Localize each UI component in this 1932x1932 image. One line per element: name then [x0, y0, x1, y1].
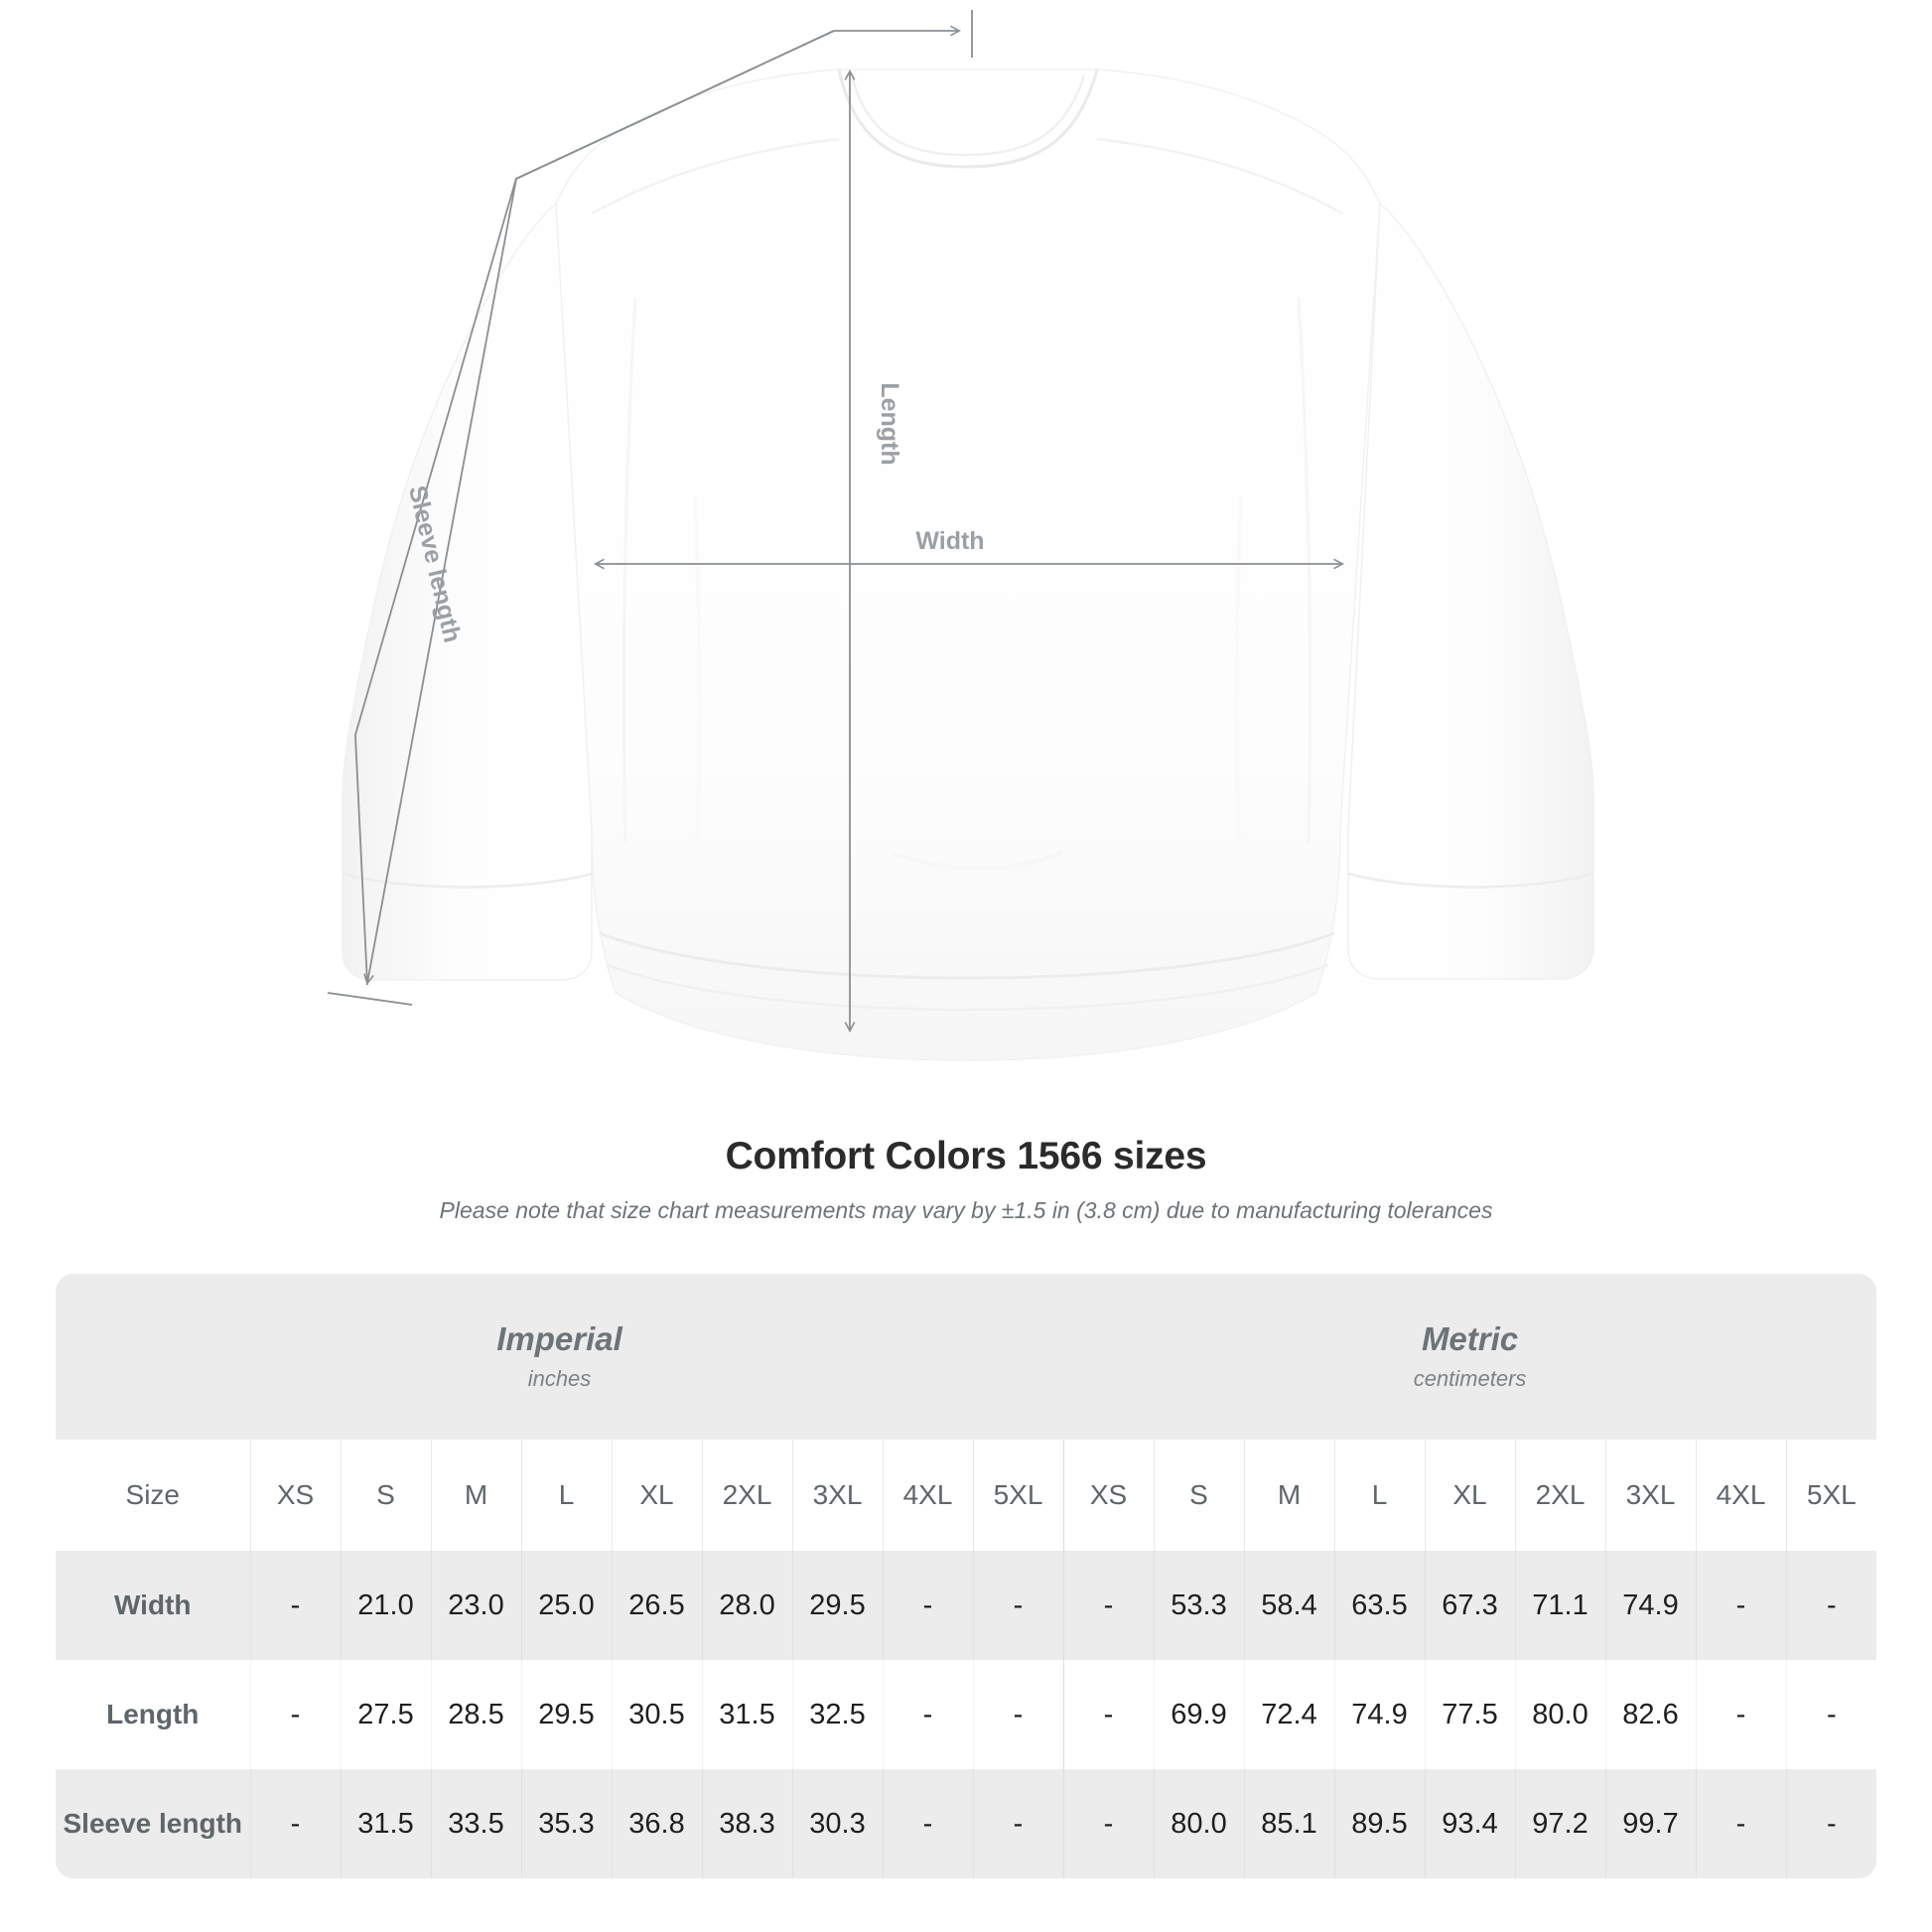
- size-header-metric-s: S: [1153, 1440, 1244, 1551]
- cell-width-imperial-s: 21.0: [340, 1551, 431, 1660]
- cell-width-metric-m: 58.4: [1243, 1551, 1334, 1660]
- row-label-sleeve-length: Sleeve length: [56, 1769, 250, 1878]
- width-label: Width: [915, 527, 984, 555]
- cell-sleeve-metric-3xl: 99.7: [1604, 1769, 1696, 1878]
- cell-length-imperial-2xl: 31.5: [701, 1660, 792, 1769]
- cell-width-metric-s: 53.3: [1153, 1551, 1244, 1660]
- size-header-metric-l: L: [1333, 1440, 1425, 1551]
- cell-width-metric-5xl: -: [1785, 1551, 1876, 1660]
- size-header-metric-2xl: 2XL: [1514, 1440, 1605, 1551]
- row-label-length: Length: [56, 1660, 250, 1769]
- cell-length-imperial-3xl: 32.5: [791, 1660, 883, 1769]
- unit-name-imperial: Imperial: [496, 1320, 622, 1358]
- cell-sleeve-metric-xs: -: [1062, 1769, 1154, 1878]
- sweatshirt-illustration: [342, 69, 1594, 1061]
- cell-width-imperial-xl: 26.5: [611, 1551, 702, 1660]
- cell-sleeve-imperial-l: 35.3: [520, 1769, 612, 1878]
- size-header-imperial-l: L: [520, 1440, 612, 1551]
- table-row: Length - 27.5 28.5 29.5 30.5 31.5 32.5 -…: [56, 1660, 1876, 1769]
- cell-sleeve-metric-m: 85.1: [1243, 1769, 1334, 1878]
- cell-sleeve-metric-s: 80.0: [1153, 1769, 1244, 1878]
- size-header-label: Size: [56, 1440, 250, 1551]
- cell-width-imperial-xs: -: [249, 1551, 341, 1660]
- cell-length-metric-5xl: -: [1785, 1660, 1876, 1769]
- cell-length-metric-l: 74.9: [1333, 1660, 1425, 1769]
- cell-width-imperial-5xl: -: [972, 1551, 1063, 1660]
- cell-length-imperial-m: 28.5: [430, 1660, 521, 1769]
- cell-length-metric-4xl: -: [1695, 1660, 1786, 1769]
- cell-sleeve-metric-l: 89.5: [1333, 1769, 1425, 1878]
- cell-sleeve-imperial-5xl: -: [972, 1769, 1063, 1878]
- cell-sleeve-metric-xl: 93.4: [1424, 1769, 1515, 1878]
- size-table-container: Imperial inches Metric centimeters Size …: [56, 1274, 1876, 1878]
- cell-length-metric-2xl: 80.0: [1514, 1660, 1605, 1769]
- size-header-imperial-3xl: 3XL: [791, 1440, 883, 1551]
- cell-width-metric-xs: -: [1062, 1551, 1154, 1660]
- cell-sleeve-imperial-3xl: 30.3: [791, 1769, 883, 1878]
- size-header-imperial-4xl: 4XL: [882, 1440, 973, 1551]
- cell-sleeve-metric-2xl: 97.2: [1514, 1769, 1605, 1878]
- cell-width-metric-xl: 67.3: [1424, 1551, 1515, 1660]
- cell-sleeve-imperial-s: 31.5: [340, 1769, 431, 1878]
- cell-width-imperial-m: 23.0: [430, 1551, 521, 1660]
- unit-cell-imperial: Imperial inches: [56, 1274, 1063, 1440]
- cell-sleeve-imperial-m: 33.5: [430, 1769, 521, 1878]
- unit-cell-metric: Metric centimeters: [1063, 1274, 1876, 1440]
- cell-width-imperial-l: 25.0: [520, 1551, 612, 1660]
- length-label: Length: [876, 382, 903, 465]
- size-header-metric-3xl: 3XL: [1604, 1440, 1696, 1551]
- size-header-imperial-xl: XL: [611, 1440, 702, 1551]
- size-table: Imperial inches Metric centimeters Size …: [56, 1274, 1876, 1878]
- size-header-metric-5xl: 5XL: [1785, 1440, 1876, 1551]
- cell-sleeve-metric-5xl: -: [1785, 1769, 1876, 1878]
- cell-length-imperial-xs: -: [249, 1660, 341, 1769]
- cell-length-imperial-l: 29.5: [520, 1660, 612, 1769]
- cell-sleeve-imperial-xs: -: [249, 1769, 341, 1878]
- table-row: Sleeve length - 31.5 33.5 35.3 36.8 38.3…: [56, 1769, 1876, 1878]
- unit-sub-imperial: inches: [527, 1366, 592, 1392]
- tolerance-note: Please note that size chart measurements…: [439, 1196, 1493, 1223]
- cell-width-imperial-4xl: -: [882, 1551, 973, 1660]
- size-header-metric-m: M: [1243, 1440, 1334, 1551]
- cell-length-metric-m: 72.4: [1243, 1660, 1334, 1769]
- size-header-metric-4xl: 4XL: [1695, 1440, 1786, 1551]
- cell-sleeve-metric-4xl: -: [1695, 1769, 1786, 1878]
- unit-sub-metric: centimeters: [1413, 1366, 1527, 1392]
- heading-block: Comfort Colors 1566 sizes Please note th…: [0, 1134, 1932, 1226]
- cell-length-metric-3xl: 82.6: [1604, 1660, 1696, 1769]
- cell-length-metric-s: 69.9: [1153, 1660, 1244, 1769]
- cell-width-metric-l: 63.5: [1333, 1551, 1425, 1660]
- cell-length-imperial-4xl: -: [882, 1660, 973, 1769]
- cell-width-metric-3xl: 74.9: [1604, 1551, 1696, 1660]
- size-header-row: Size XS S M L XL 2XL 3XL 4XL 5XL XS S M …: [56, 1440, 1876, 1551]
- table-row: Width - 21.0 23.0 25.0 26.5 28.0 29.5 - …: [56, 1551, 1876, 1660]
- cell-sleeve-imperial-xl: 36.8: [611, 1769, 702, 1878]
- size-header-metric-xs: XS: [1062, 1440, 1154, 1551]
- size-header-imperial-s: S: [340, 1440, 431, 1551]
- cell-sleeve-imperial-4xl: -: [882, 1769, 973, 1878]
- cell-length-imperial-5xl: -: [972, 1660, 1063, 1769]
- cell-length-imperial-s: 27.5: [340, 1660, 431, 1769]
- unit-name-metric: Metric: [1421, 1320, 1519, 1358]
- cell-sleeve-imperial-2xl: 38.3: [701, 1769, 792, 1878]
- size-header-imperial-m: M: [430, 1440, 521, 1551]
- unit-banner-row: Imperial inches Metric centimeters: [56, 1274, 1876, 1440]
- cell-width-metric-4xl: -: [1695, 1551, 1786, 1660]
- row-label-width: Width: [56, 1551, 250, 1660]
- size-header-imperial-xs: XS: [249, 1440, 341, 1551]
- size-header-imperial-5xl: 5XL: [972, 1440, 1063, 1551]
- cell-length-metric-xs: -: [1062, 1660, 1154, 1769]
- cell-width-metric-2xl: 71.1: [1514, 1551, 1605, 1660]
- cell-length-imperial-xl: 30.5: [611, 1660, 702, 1769]
- cell-length-metric-xl: 77.5: [1424, 1660, 1515, 1769]
- cell-width-imperial-2xl: 28.0: [701, 1551, 792, 1660]
- sleeve-length-measure-arrow: [327, 10, 973, 1006]
- page-title: Comfort Colors 1566 sizes: [725, 1135, 1207, 1177]
- size-header-imperial-2xl: 2XL: [701, 1440, 792, 1551]
- cell-width-imperial-3xl: 29.5: [791, 1551, 883, 1660]
- size-header-metric-xl: XL: [1424, 1440, 1515, 1551]
- garment-diagram: Length Width Sleeve length: [327, 10, 1594, 1061]
